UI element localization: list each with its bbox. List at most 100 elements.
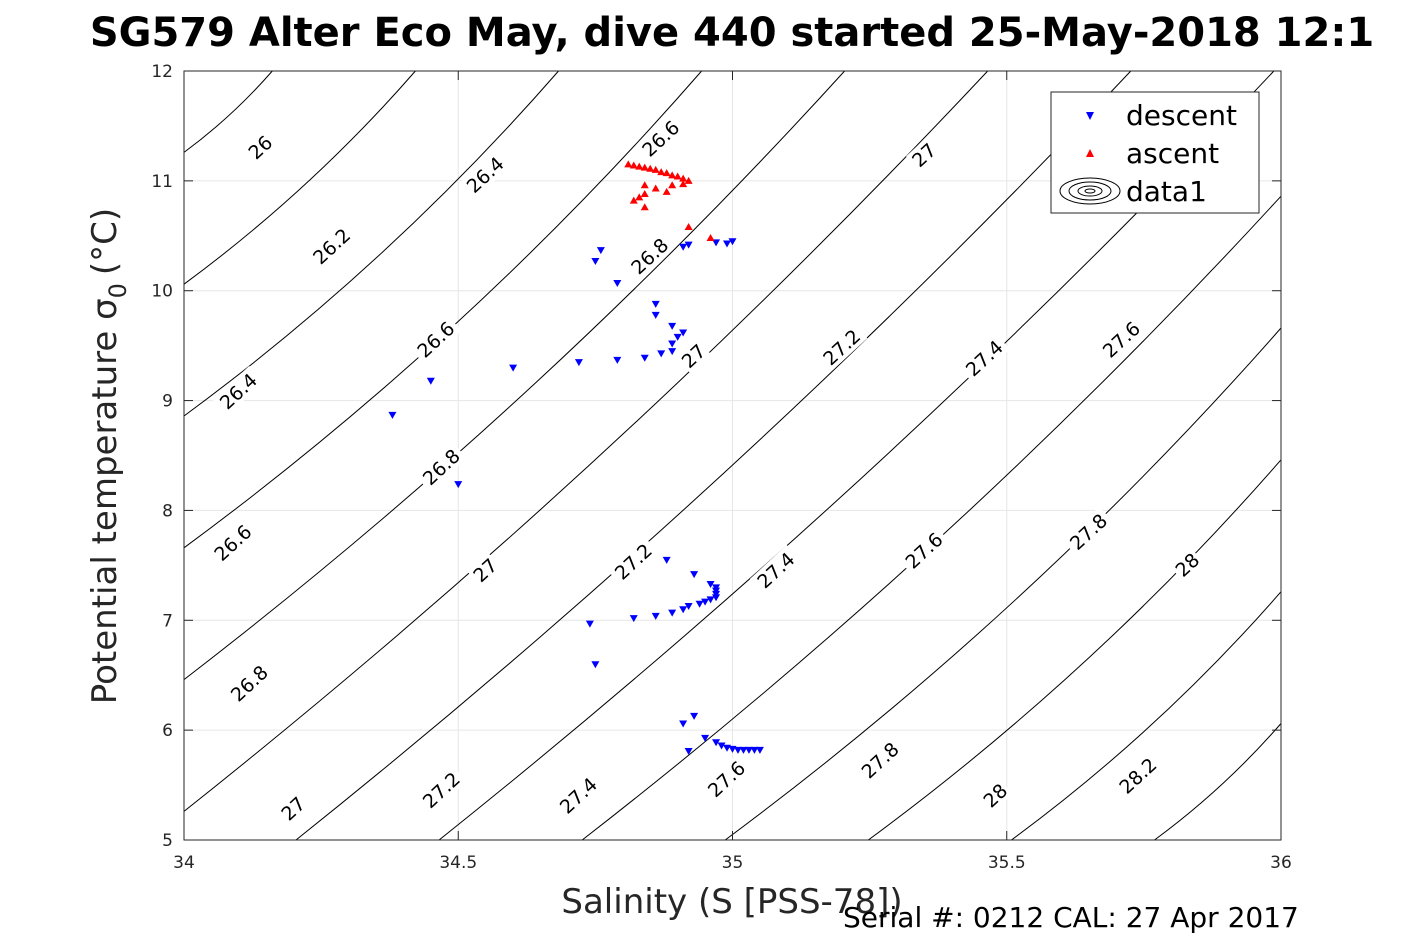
descent-point — [596, 247, 605, 255]
descent-point — [701, 734, 710, 742]
ascent-point — [629, 161, 638, 169]
contour-label-bg — [1062, 506, 1115, 557]
contour-label-bg — [1111, 750, 1164, 801]
ascent-point — [679, 174, 688, 182]
descent-point — [668, 322, 677, 330]
contour-label: 27.6 — [700, 753, 753, 804]
contour-label-bg — [223, 658, 275, 709]
contour-label: 27.6 — [1095, 314, 1148, 365]
contour-label-bg — [467, 552, 503, 588]
descent-point — [706, 596, 715, 604]
contour-label: 27 — [675, 338, 712, 374]
contour-label: 27.4 — [552, 770, 605, 821]
contour-line — [183, 70, 989, 812]
ascent-point — [624, 160, 633, 168]
legend-marker-descent — [1086, 112, 1094, 120]
contour-label-bg — [623, 230, 676, 282]
ascent-point — [635, 162, 644, 170]
contour-line — [1011, 591, 1282, 841]
contour-label-bg — [459, 149, 511, 200]
contour-label-bg — [415, 441, 467, 492]
descent-point — [640, 354, 649, 362]
descent-point — [755, 746, 764, 754]
ascent-point — [668, 181, 677, 189]
contour-label: 27 — [275, 790, 311, 827]
contour-label: 27 — [906, 137, 942, 173]
contour-label: 28 — [1169, 547, 1205, 583]
ascent-point — [635, 193, 644, 201]
descent-point — [651, 612, 660, 620]
y-tick-label: 5 — [162, 831, 173, 851]
contour-label: 27.2 — [607, 536, 659, 587]
contour-label-bg — [415, 764, 467, 815]
ascent-point — [679, 180, 688, 188]
contour-label-bg — [906, 137, 942, 173]
descent-point — [574, 359, 583, 367]
descent-point — [690, 571, 699, 579]
contour-label: 27 — [467, 552, 503, 588]
descent-point — [684, 603, 693, 611]
y-tick-label: 8 — [162, 501, 173, 521]
y-axis-label-main: Potential temperature σ — [85, 298, 125, 704]
descent-point — [695, 600, 704, 608]
contour-label: 27.8 — [1062, 506, 1115, 557]
descent-point — [673, 333, 682, 341]
x-axis-label: Salinity (S [PSS-78]) — [561, 882, 902, 922]
contour-label-text: 27 — [678, 340, 711, 373]
legend-label-descent: descent — [1126, 99, 1237, 132]
descent-point — [728, 745, 737, 753]
contour-label: 27.4 — [749, 545, 802, 596]
descent-point — [712, 239, 721, 247]
descent-point — [679, 329, 688, 337]
contour-label: 28.2 — [1111, 750, 1164, 801]
contour-label: 26.4 — [212, 366, 265, 417]
y-tick-label: 6 — [162, 721, 173, 741]
descent-point — [668, 609, 677, 617]
contour-label-bg — [552, 770, 605, 821]
contour-label-bg — [1169, 547, 1205, 583]
x-tick-label: 34 — [173, 853, 195, 873]
y-tick-label: 12 — [151, 62, 173, 82]
descent-point — [585, 620, 594, 628]
legend-marker-ascent — [1086, 149, 1094, 157]
contour-label: 27.2 — [415, 764, 467, 815]
descent-point — [712, 739, 721, 747]
descent-point — [613, 280, 622, 288]
y-tick-label: 10 — [151, 282, 173, 302]
x-tick-label: 36 — [1270, 853, 1292, 873]
contour-line — [868, 459, 1282, 841]
contour-label: 26.6 — [634, 113, 687, 164]
contour-label-text: 26 — [244, 132, 277, 165]
contour-label-bg — [854, 735, 906, 786]
ascent-point — [662, 187, 671, 195]
x-tick-label: 35 — [722, 853, 744, 873]
descent-point — [679, 243, 688, 251]
contour-label-bg — [275, 790, 311, 827]
descent-point — [509, 364, 518, 372]
contour-label: 27.8 — [854, 735, 906, 786]
descent-point — [739, 746, 748, 754]
contour-label: 26.6 — [409, 314, 462, 365]
ascent-point — [651, 165, 660, 173]
contour-label-bg — [675, 338, 712, 374]
contour-line — [183, 70, 273, 153]
contour-label-text: 27 — [469, 555, 502, 588]
data-points — [388, 160, 764, 756]
y-tick-label: 7 — [162, 611, 173, 631]
descent-point — [651, 300, 660, 308]
descent-point — [723, 744, 732, 752]
contour-label: 28 — [977, 777, 1013, 813]
descent-point — [613, 356, 622, 364]
ascent-point — [662, 169, 671, 177]
contour-line — [581, 195, 1282, 841]
y-axis-label-unit: (°C) — [85, 208, 125, 275]
contour-label-bg — [977, 777, 1013, 813]
legend-label-data1: data1 — [1126, 175, 1207, 208]
ascent-point — [657, 168, 666, 176]
descent-point — [717, 742, 726, 750]
ascent-point — [684, 176, 693, 184]
legend-box — [1050, 91, 1260, 214]
x-tick-label: 35.5 — [988, 853, 1026, 873]
ascent-point — [673, 172, 682, 180]
descent-point — [728, 238, 737, 246]
